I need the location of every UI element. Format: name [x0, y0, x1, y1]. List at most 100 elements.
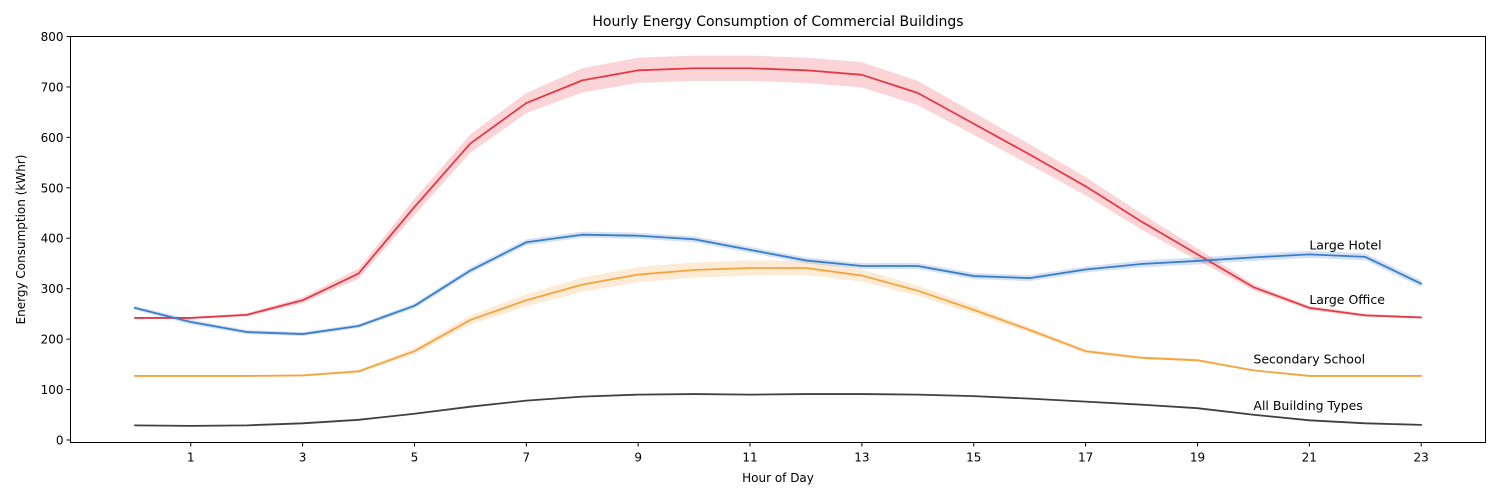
large-office-point	[693, 67, 695, 69]
x-tick-label: 15	[966, 451, 981, 465]
secondary-school-point	[302, 375, 304, 377]
all-building-types-point	[1308, 419, 1310, 421]
large-hotel-point	[246, 331, 248, 333]
large-hotel-point	[358, 325, 360, 327]
large-office-band	[134, 55, 1422, 319]
y-axis-ticks: 0 100 200 300 400 500 600 700 800	[41, 30, 71, 447]
y-tick-label: 0	[56, 433, 64, 447]
large-hotel-point	[581, 234, 583, 236]
x-tick-label: 11	[742, 451, 757, 465]
large-office-point	[1197, 253, 1199, 255]
large-hotel-point	[1420, 283, 1422, 285]
large-hotel-line	[133, 233, 1423, 335]
x-tick-label: 17	[1078, 451, 1093, 465]
series-labels: Large Office Large Hotel Secondary School A…	[1253, 237, 1385, 413]
all-building-types-point	[1420, 424, 1422, 426]
secondary-school-point	[1029, 329, 1031, 331]
y-tick-label: 300	[41, 282, 64, 296]
secondary-school-point	[749, 267, 751, 269]
x-tick-label: 1	[187, 451, 195, 465]
large-office-point	[1364, 315, 1366, 317]
large-hotel-point	[1364, 256, 1366, 258]
all-building-types-point	[190, 425, 192, 427]
all-building-types-point	[134, 424, 136, 426]
large-hotel-point	[190, 321, 192, 323]
x-tick-label: 9	[634, 451, 642, 465]
all-building-types-point	[1197, 407, 1199, 409]
large-hotel-label: Large Hotel	[1309, 237, 1381, 252]
secondary-school-point	[861, 275, 863, 277]
large-hotel-point	[134, 307, 136, 309]
large-office-point	[414, 206, 416, 208]
secondary-school-point	[358, 370, 360, 372]
large-hotel-point	[1085, 269, 1087, 271]
y-axis-label: Energy Consumption (kWhr)	[14, 155, 28, 325]
large-office-point	[302, 299, 304, 301]
x-axis-label: Hour of Day	[742, 471, 814, 485]
large-hotel-point	[414, 305, 416, 307]
x-tick-label: 23	[1414, 451, 1429, 465]
all-building-types-point	[749, 394, 751, 396]
large-office-point	[525, 102, 527, 104]
y-tick-label: 200	[41, 333, 64, 347]
large-office-point	[1420, 317, 1422, 319]
large-hotel-point	[525, 241, 527, 243]
all-building-types-point	[1141, 404, 1143, 406]
large-hotel-point	[1029, 277, 1031, 279]
secondary-school-point	[1141, 357, 1143, 359]
secondary-school-point	[525, 299, 527, 301]
large-office-point	[805, 69, 807, 71]
large-office-point	[917, 92, 919, 94]
secondary-school-point	[973, 309, 975, 311]
x-tick-label: 3	[299, 451, 307, 465]
all-building-types-point	[581, 396, 583, 398]
large-hotel-point	[805, 260, 807, 262]
large-office-point	[469, 143, 471, 145]
large-office-point	[973, 123, 975, 125]
secondary-school-point	[1197, 359, 1199, 361]
large-office-point	[1253, 286, 1255, 288]
y-tick-label: 800	[41, 30, 64, 44]
secondary-school-point	[805, 267, 807, 269]
y-tick-label: 400	[41, 232, 64, 246]
secondary-school-point	[1364, 375, 1366, 377]
chart-title: Hourly Energy Consumption of Commercial …	[592, 14, 963, 30]
large-office-line	[133, 67, 1423, 319]
large-hotel-point	[1197, 260, 1199, 262]
y-tick-label: 500	[41, 181, 64, 195]
secondary-school-point	[637, 274, 639, 276]
large-hotel-point	[861, 265, 863, 267]
all-building-types-point	[469, 406, 471, 408]
all-building-types-point	[302, 422, 304, 424]
all-building-types-point	[637, 394, 639, 396]
large-hotel-point	[693, 238, 695, 240]
all-building-types-point	[525, 400, 527, 402]
secondary-school-point	[1308, 375, 1310, 377]
series-lines	[133, 67, 1423, 427]
secondary-school-point	[693, 269, 695, 271]
all-building-types-point	[1029, 398, 1031, 400]
secondary-school-point	[469, 319, 471, 321]
all-building-types-point	[1364, 422, 1366, 424]
large-office-point	[134, 317, 136, 319]
all-building-types-label: All Building Types	[1253, 398, 1362, 413]
large-hotel-point	[302, 333, 304, 335]
all-building-types-point	[693, 393, 695, 395]
large-hotel-point	[469, 270, 471, 272]
large-hotel-point	[1308, 253, 1310, 255]
all-building-types-point	[973, 395, 975, 397]
large-office-point	[1308, 307, 1310, 309]
large-office-point	[358, 273, 360, 275]
secondary-school-point	[134, 375, 136, 377]
secondary-school-point	[1253, 369, 1255, 371]
large-office-point	[246, 314, 248, 316]
large-office-point	[637, 69, 639, 71]
secondary-school-point	[190, 375, 192, 377]
all-building-types-line	[133, 393, 1423, 427]
secondary-school-line	[133, 267, 1423, 377]
y-tick-label: 100	[41, 383, 64, 397]
large-hotel-point	[973, 275, 975, 277]
all-building-types-point	[805, 393, 807, 395]
large-office-point	[1141, 221, 1143, 223]
large-hotel-band	[134, 231, 1422, 337]
